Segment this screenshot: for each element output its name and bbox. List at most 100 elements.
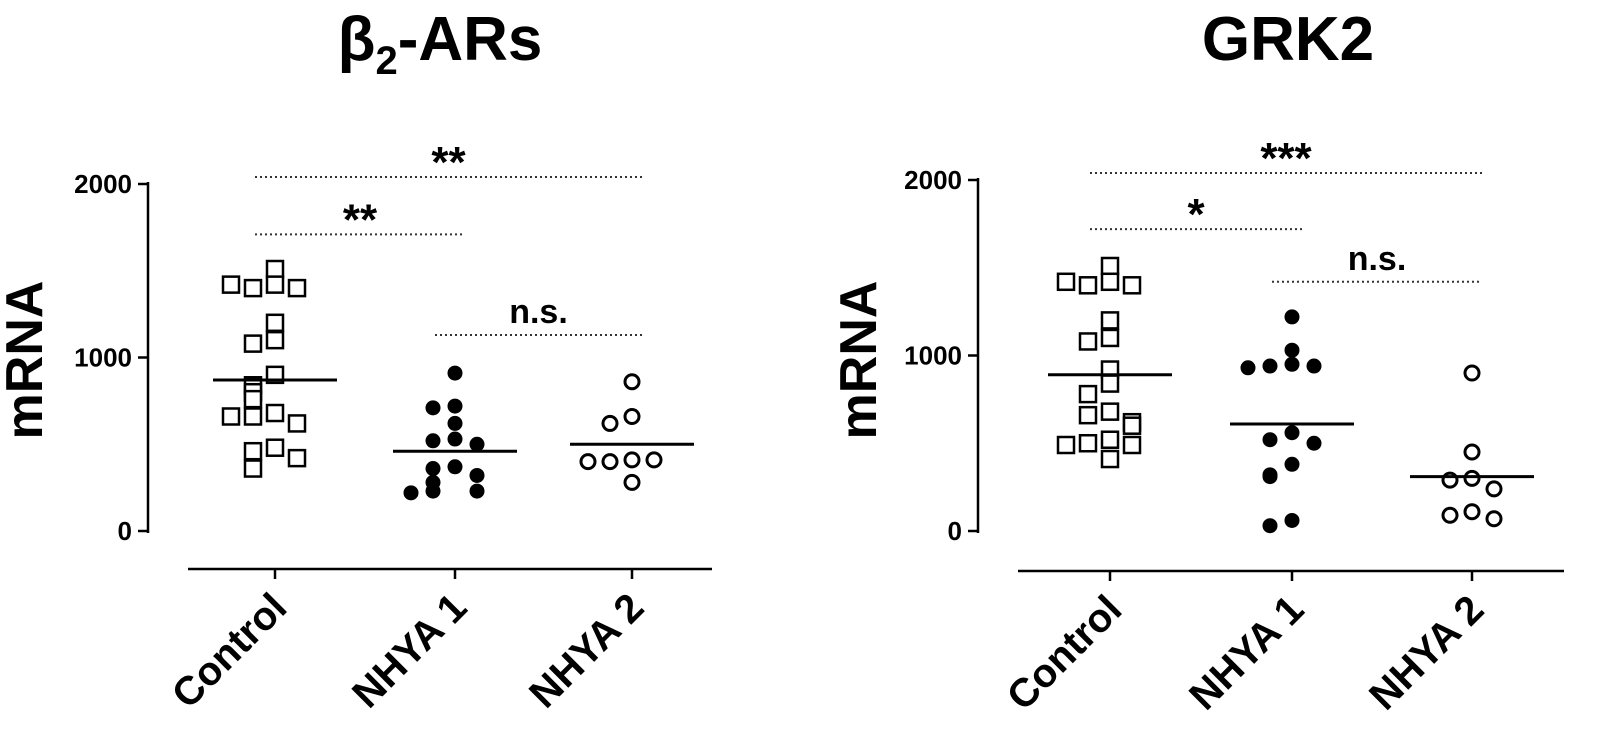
chart-title: GRK2 bbox=[1202, 5, 1374, 74]
data-point bbox=[1306, 435, 1322, 451]
data-point bbox=[265, 330, 285, 350]
data-point bbox=[1100, 272, 1120, 292]
data-point bbox=[1078, 434, 1098, 453]
data-point bbox=[425, 461, 441, 477]
data-point bbox=[425, 433, 441, 449]
data-point bbox=[1262, 518, 1278, 534]
data-point bbox=[1262, 469, 1278, 485]
data-point bbox=[1240, 360, 1256, 376]
data-point bbox=[425, 483, 441, 499]
data-point bbox=[1078, 384, 1098, 404]
data-point bbox=[265, 259, 285, 279]
x-tick-label: Control bbox=[999, 587, 1131, 719]
data-point bbox=[1100, 402, 1120, 421]
data-point bbox=[243, 459, 263, 478]
data-point bbox=[221, 275, 241, 294]
data-point bbox=[287, 448, 307, 468]
data-point bbox=[623, 451, 641, 469]
y-tick-label: 2000 bbox=[904, 165, 962, 195]
x-tick-label: NHYA 1 bbox=[1181, 587, 1312, 718]
significance-label: *** bbox=[1260, 134, 1312, 183]
data-point bbox=[1284, 356, 1300, 372]
data-point bbox=[1100, 449, 1120, 469]
data-point bbox=[243, 407, 263, 426]
data-point bbox=[1100, 430, 1120, 449]
y-axis-label: mRNA bbox=[0, 281, 54, 440]
data-point bbox=[243, 389, 263, 409]
data-point bbox=[1284, 512, 1300, 528]
chart-title: β2-ARs bbox=[338, 5, 543, 83]
data-point bbox=[1485, 480, 1503, 498]
y-axis-label: mRNA bbox=[830, 281, 888, 440]
data-point bbox=[265, 438, 285, 457]
data-point bbox=[1262, 432, 1278, 448]
significance-label: ** bbox=[343, 195, 378, 244]
data-point bbox=[447, 431, 463, 447]
data-point bbox=[1441, 506, 1459, 524]
data-point bbox=[1056, 272, 1076, 292]
data-point bbox=[601, 414, 619, 432]
y-tick-label: 1000 bbox=[74, 343, 132, 373]
data-point bbox=[623, 373, 641, 391]
data-point bbox=[1284, 456, 1300, 472]
data-point bbox=[469, 436, 485, 452]
data-point bbox=[1463, 503, 1481, 521]
data-point bbox=[447, 459, 463, 475]
data-point bbox=[287, 414, 307, 433]
y-tick-label: 2000 bbox=[74, 169, 132, 199]
data-point bbox=[469, 483, 485, 499]
data-point bbox=[403, 485, 419, 501]
data-point bbox=[1078, 405, 1098, 425]
data-point bbox=[1056, 435, 1076, 455]
significance-label: n.s. bbox=[1348, 240, 1407, 278]
data-point bbox=[287, 278, 307, 298]
x-tick-label: NHYA 2 bbox=[521, 585, 652, 716]
data-point bbox=[1463, 364, 1481, 382]
significance-label: * bbox=[1187, 190, 1205, 239]
data-point bbox=[1284, 309, 1300, 325]
data-point bbox=[1284, 425, 1300, 441]
data-point bbox=[1100, 328, 1120, 348]
data-point bbox=[645, 451, 663, 469]
data-point bbox=[1122, 416, 1142, 435]
data-point bbox=[221, 407, 241, 426]
data-point bbox=[1100, 374, 1120, 393]
data-point bbox=[447, 398, 463, 414]
significance-label: ** bbox=[431, 138, 466, 187]
data-point bbox=[1100, 311, 1120, 330]
data-point bbox=[579, 453, 597, 471]
data-point bbox=[1485, 510, 1503, 528]
data-point bbox=[1078, 332, 1098, 351]
data-point bbox=[447, 365, 463, 381]
x-tick-label: Control bbox=[164, 585, 296, 717]
data-point bbox=[447, 415, 463, 431]
data-point bbox=[1262, 358, 1278, 374]
data-point bbox=[243, 278, 263, 298]
panel-beta2-ars: β2-ARs mRNA 0 1000 2000 Control NHYA 1 NHYA 2… bbox=[0, 5, 712, 717]
data-point bbox=[1306, 358, 1322, 374]
data-point bbox=[1463, 443, 1481, 461]
data-point bbox=[1122, 276, 1142, 295]
data-point bbox=[1078, 276, 1098, 295]
data-point bbox=[601, 453, 619, 471]
data-point bbox=[265, 403, 285, 423]
data-point bbox=[265, 313, 285, 333]
x-tick-label: NHYA 2 bbox=[1361, 587, 1492, 718]
y-tick-label: 0 bbox=[118, 516, 132, 546]
data-point bbox=[265, 275, 285, 294]
data-point bbox=[623, 473, 641, 491]
data-point bbox=[1100, 256, 1120, 276]
data-point bbox=[1463, 469, 1481, 487]
data-point bbox=[243, 441, 263, 461]
data-point bbox=[623, 407, 641, 425]
data-point bbox=[425, 400, 441, 416]
y-tick-label: 1000 bbox=[904, 341, 962, 371]
significance-label: n.s. bbox=[509, 293, 568, 331]
data-point bbox=[243, 334, 263, 353]
x-tick-label: NHYA 1 bbox=[344, 585, 475, 716]
y-tick-label: 0 bbox=[948, 516, 962, 546]
data-point bbox=[469, 467, 485, 483]
data-point bbox=[1284, 342, 1300, 358]
data-point bbox=[1122, 435, 1142, 455]
